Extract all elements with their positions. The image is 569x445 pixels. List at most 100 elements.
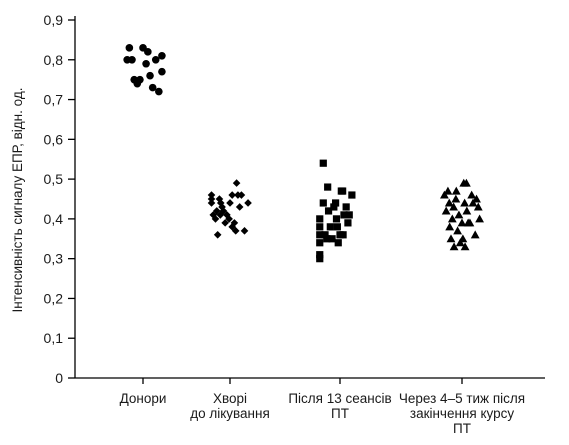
x-tick-label: до лікування [190, 406, 270, 421]
data-point-triangle [444, 198, 454, 207]
data-point-triangle [453, 226, 462, 235]
data-point-square [332, 215, 341, 223]
data-point-diamond [221, 219, 229, 227]
data-point-square [326, 223, 334, 231]
data-point-square [316, 239, 324, 247]
data-point-square [342, 203, 350, 211]
y-tick-label: 0,3 [44, 251, 64, 267]
data-point-diamond [213, 231, 222, 239]
y-tick-label: 0,4 [44, 211, 64, 227]
data-point-triangle [473, 202, 483, 211]
data-point-circle [158, 67, 166, 76]
data-point-square [319, 199, 327, 207]
data-point-triangle [467, 190, 477, 199]
data-point-circle [155, 87, 163, 96]
data-point-square [334, 239, 342, 247]
x-tick-label: Через 4–5 тиж після [399, 391, 525, 406]
y-tick-label: 0 [55, 370, 63, 386]
data-point-square [319, 159, 327, 167]
data-point-square [340, 211, 348, 219]
data-point-diamond [211, 215, 220, 223]
data-point-triangle [447, 214, 457, 223]
data-point-circle [136, 75, 144, 84]
data-point-square [316, 223, 324, 231]
data-point-triangle [449, 242, 459, 251]
y-tick-label: 0,8 [44, 52, 64, 68]
data-point-triangle [462, 178, 471, 187]
data-point-triangle [462, 206, 472, 215]
data-point-circle [158, 52, 166, 60]
x-tick-label: Хворі [213, 391, 247, 406]
data-point-triangle [460, 198, 470, 207]
data-point-circle [142, 59, 150, 68]
y-tick-label: 0,7 [44, 92, 64, 108]
data-point-square [321, 231, 329, 239]
y-axis-title: Інтенсивність сигналу ЕПР, відн. од. [10, 88, 25, 313]
x-tick-label: ПТ [331, 406, 349, 421]
data-point-triangle [451, 186, 461, 195]
data-point-triangle [455, 238, 465, 247]
data-point-diamond [231, 227, 240, 235]
data-point-square [345, 211, 353, 219]
y-tick-label: 0,5 [44, 171, 64, 187]
data-point-square [339, 187, 347, 195]
data-point-square [323, 235, 331, 243]
data-point-circle [125, 44, 134, 52]
data-point-triangle [457, 218, 467, 227]
data-point-diamond [216, 211, 225, 219]
data-point-diamond [240, 227, 249, 235]
data-point-square [328, 235, 336, 243]
data-point-triangle [465, 218, 475, 227]
x-tick-label: закінчення курсу [410, 406, 514, 421]
data-point-circle [146, 71, 154, 80]
data-point-square [316, 251, 324, 259]
data-point-diamond [223, 211, 231, 219]
data-point-diamond [228, 223, 236, 231]
data-point-diamond [226, 199, 234, 207]
data-point-triangle [458, 234, 468, 243]
data-point-diamond [218, 203, 226, 211]
data-point-square [332, 199, 340, 207]
x-tick-label: Донори [120, 391, 167, 406]
data-point-diamond [228, 191, 236, 199]
data-point-square [348, 191, 356, 199]
data-point-triangle [475, 214, 484, 223]
data-point-triangle [468, 198, 478, 207]
x-tick-label: ПТ [453, 421, 471, 436]
data-point-triangle [470, 230, 480, 239]
data-point-square [316, 255, 324, 263]
data-point-square [324, 207, 333, 215]
data-point-triangle [472, 194, 481, 203]
data-point-square [316, 231, 324, 239]
data-point-diamond [235, 203, 244, 211]
y-tick-label: 0,2 [44, 290, 64, 306]
y-tick-label: 0,6 [44, 131, 64, 147]
x-tick-label: Після 13 сеансів [288, 391, 391, 406]
data-point-diamond [225, 215, 233, 223]
data-point-triangle [445, 222, 455, 231]
data-point-triangle [440, 190, 449, 199]
data-point-triangle [454, 210, 464, 219]
data-point-square [333, 223, 341, 231]
data-point-square [324, 183, 332, 191]
data-point-circle [151, 55, 160, 64]
data-point-square [316, 215, 324, 223]
data-point-triangle [446, 234, 456, 243]
data-point-diamond [207, 195, 216, 203]
data-point-diamond [207, 191, 216, 199]
data-point-circle [128, 55, 136, 64]
data-point-circle [148, 83, 157, 92]
data-point-triangle [443, 186, 453, 195]
data-point-diamond [216, 199, 225, 207]
data-point-triangle [441, 206, 451, 215]
data-point-diamond [232, 179, 241, 187]
data-point-diamond [237, 191, 246, 199]
data-point-square [339, 231, 347, 239]
data-point-diamond [219, 207, 228, 215]
data-point-triangle [449, 202, 459, 211]
data-point-diamond [207, 199, 216, 207]
data-point-square [344, 219, 352, 227]
data-point-triangle [460, 242, 470, 251]
